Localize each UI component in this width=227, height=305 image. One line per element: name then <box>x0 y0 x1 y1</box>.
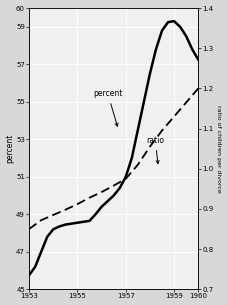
Text: ratio: ratio <box>146 136 164 163</box>
Text: percent: percent <box>93 89 123 126</box>
Y-axis label: percent: percent <box>5 134 15 163</box>
Y-axis label: ratio of children per divorce: ratio of children per divorce <box>216 105 222 192</box>
